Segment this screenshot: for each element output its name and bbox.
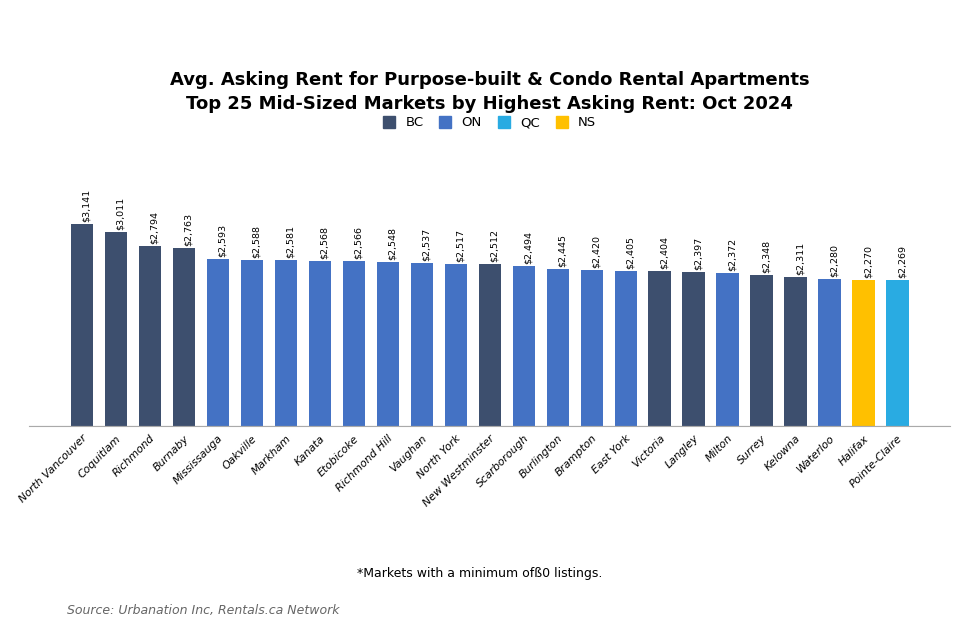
Bar	[411, 263, 433, 426]
Text: $2,581: $2,581	[286, 225, 295, 258]
Bar	[376, 262, 398, 426]
Text: $2,372: $2,372	[728, 239, 736, 272]
Text: $2,270: $2,270	[863, 245, 873, 278]
Bar	[138, 246, 160, 426]
Text: Source: Urbanation Inc, Rentals.ca Network: Source: Urbanation Inc, Rentals.ca Netwo…	[67, 604, 340, 617]
Bar	[649, 271, 671, 426]
Title: Avg. Asking Rent for Purpose-built & Condo Rental Apartments
Top 25 Mid-Sized Ma: Avg. Asking Rent for Purpose-built & Con…	[170, 71, 809, 113]
Text: $3,011: $3,011	[116, 197, 125, 230]
Text: $2,311: $2,311	[796, 242, 804, 275]
Bar	[71, 224, 93, 426]
Bar	[343, 261, 365, 426]
Bar	[784, 277, 806, 426]
Bar	[173, 249, 195, 426]
Legend: BC, ON, QC, NS: BC, ON, QC, NS	[379, 112, 600, 133]
Bar	[819, 279, 841, 426]
Bar	[852, 280, 875, 426]
Text: $2,517: $2,517	[456, 229, 465, 262]
Text: $2,405: $2,405	[626, 237, 635, 269]
Text: $2,512: $2,512	[490, 230, 498, 262]
Text: $2,494: $2,494	[523, 230, 533, 264]
Text: $2,566: $2,566	[353, 226, 363, 259]
Bar	[275, 260, 297, 426]
Text: $2,348: $2,348	[761, 240, 771, 273]
Bar	[886, 280, 908, 426]
Bar	[308, 261, 330, 426]
Text: $2,397: $2,397	[693, 237, 703, 270]
Bar	[546, 269, 568, 426]
Bar	[241, 260, 263, 426]
Text: $2,763: $2,763	[183, 213, 193, 247]
Bar	[581, 270, 603, 426]
Bar	[206, 259, 228, 426]
Text: $2,420: $2,420	[591, 235, 601, 269]
Text: $2,445: $2,445	[558, 233, 566, 267]
Text: $2,548: $2,548	[388, 227, 396, 260]
Bar	[444, 264, 467, 426]
Bar	[716, 274, 738, 426]
Text: $2,537: $2,537	[421, 228, 431, 261]
Text: $2,593: $2,593	[218, 224, 227, 257]
Bar	[683, 272, 705, 426]
Text: $2,269: $2,269	[898, 245, 906, 278]
Bar	[751, 275, 773, 426]
Text: $3,141: $3,141	[82, 189, 91, 222]
Text: $2,404: $2,404	[660, 237, 668, 269]
Bar	[513, 265, 535, 426]
Text: $2,280: $2,280	[829, 244, 838, 277]
Text: *Markets with a minimum ofß0 listings.: *Markets with a minimum ofß0 listings.	[357, 567, 603, 580]
Bar	[614, 271, 636, 426]
Bar	[478, 264, 501, 426]
Text: $2,794: $2,794	[150, 212, 158, 244]
Bar	[105, 232, 127, 426]
Text: $2,568: $2,568	[320, 226, 328, 259]
Text: $2,588: $2,588	[252, 225, 261, 257]
